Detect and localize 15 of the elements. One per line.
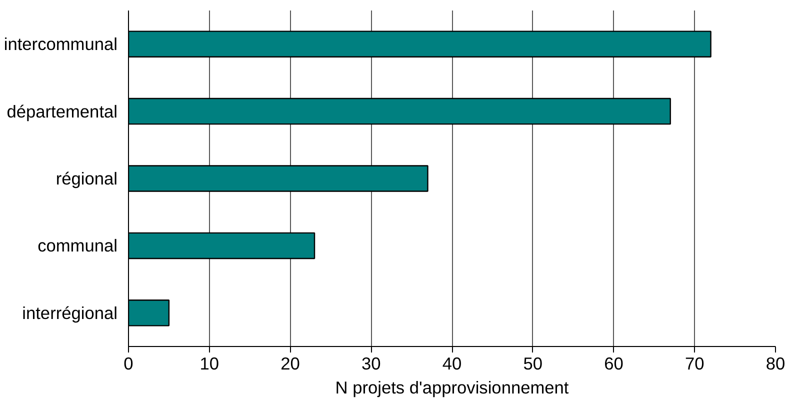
y-tick-label: départemental xyxy=(6,101,118,122)
x-tick-label: 20 xyxy=(280,354,300,374)
x-tick-label: 60 xyxy=(604,354,624,374)
y-tick-label: interrégional xyxy=(22,302,118,323)
y-tick-label: communal xyxy=(38,236,118,256)
x-tick-label: 40 xyxy=(442,354,462,374)
y-tick-label: régional xyxy=(56,168,118,188)
y-tick-label: intercommunal xyxy=(4,34,118,54)
x-tick-label: 70 xyxy=(684,354,704,374)
x-tick-label: 80 xyxy=(766,354,786,374)
x-tick-label: 0 xyxy=(124,354,134,374)
x-tick-label: 50 xyxy=(523,354,543,374)
x-tick-label: 30 xyxy=(361,354,381,374)
x-axis-title: N projets d'approvisionnement xyxy=(335,378,569,398)
x-tick-label: 10 xyxy=(200,354,220,374)
